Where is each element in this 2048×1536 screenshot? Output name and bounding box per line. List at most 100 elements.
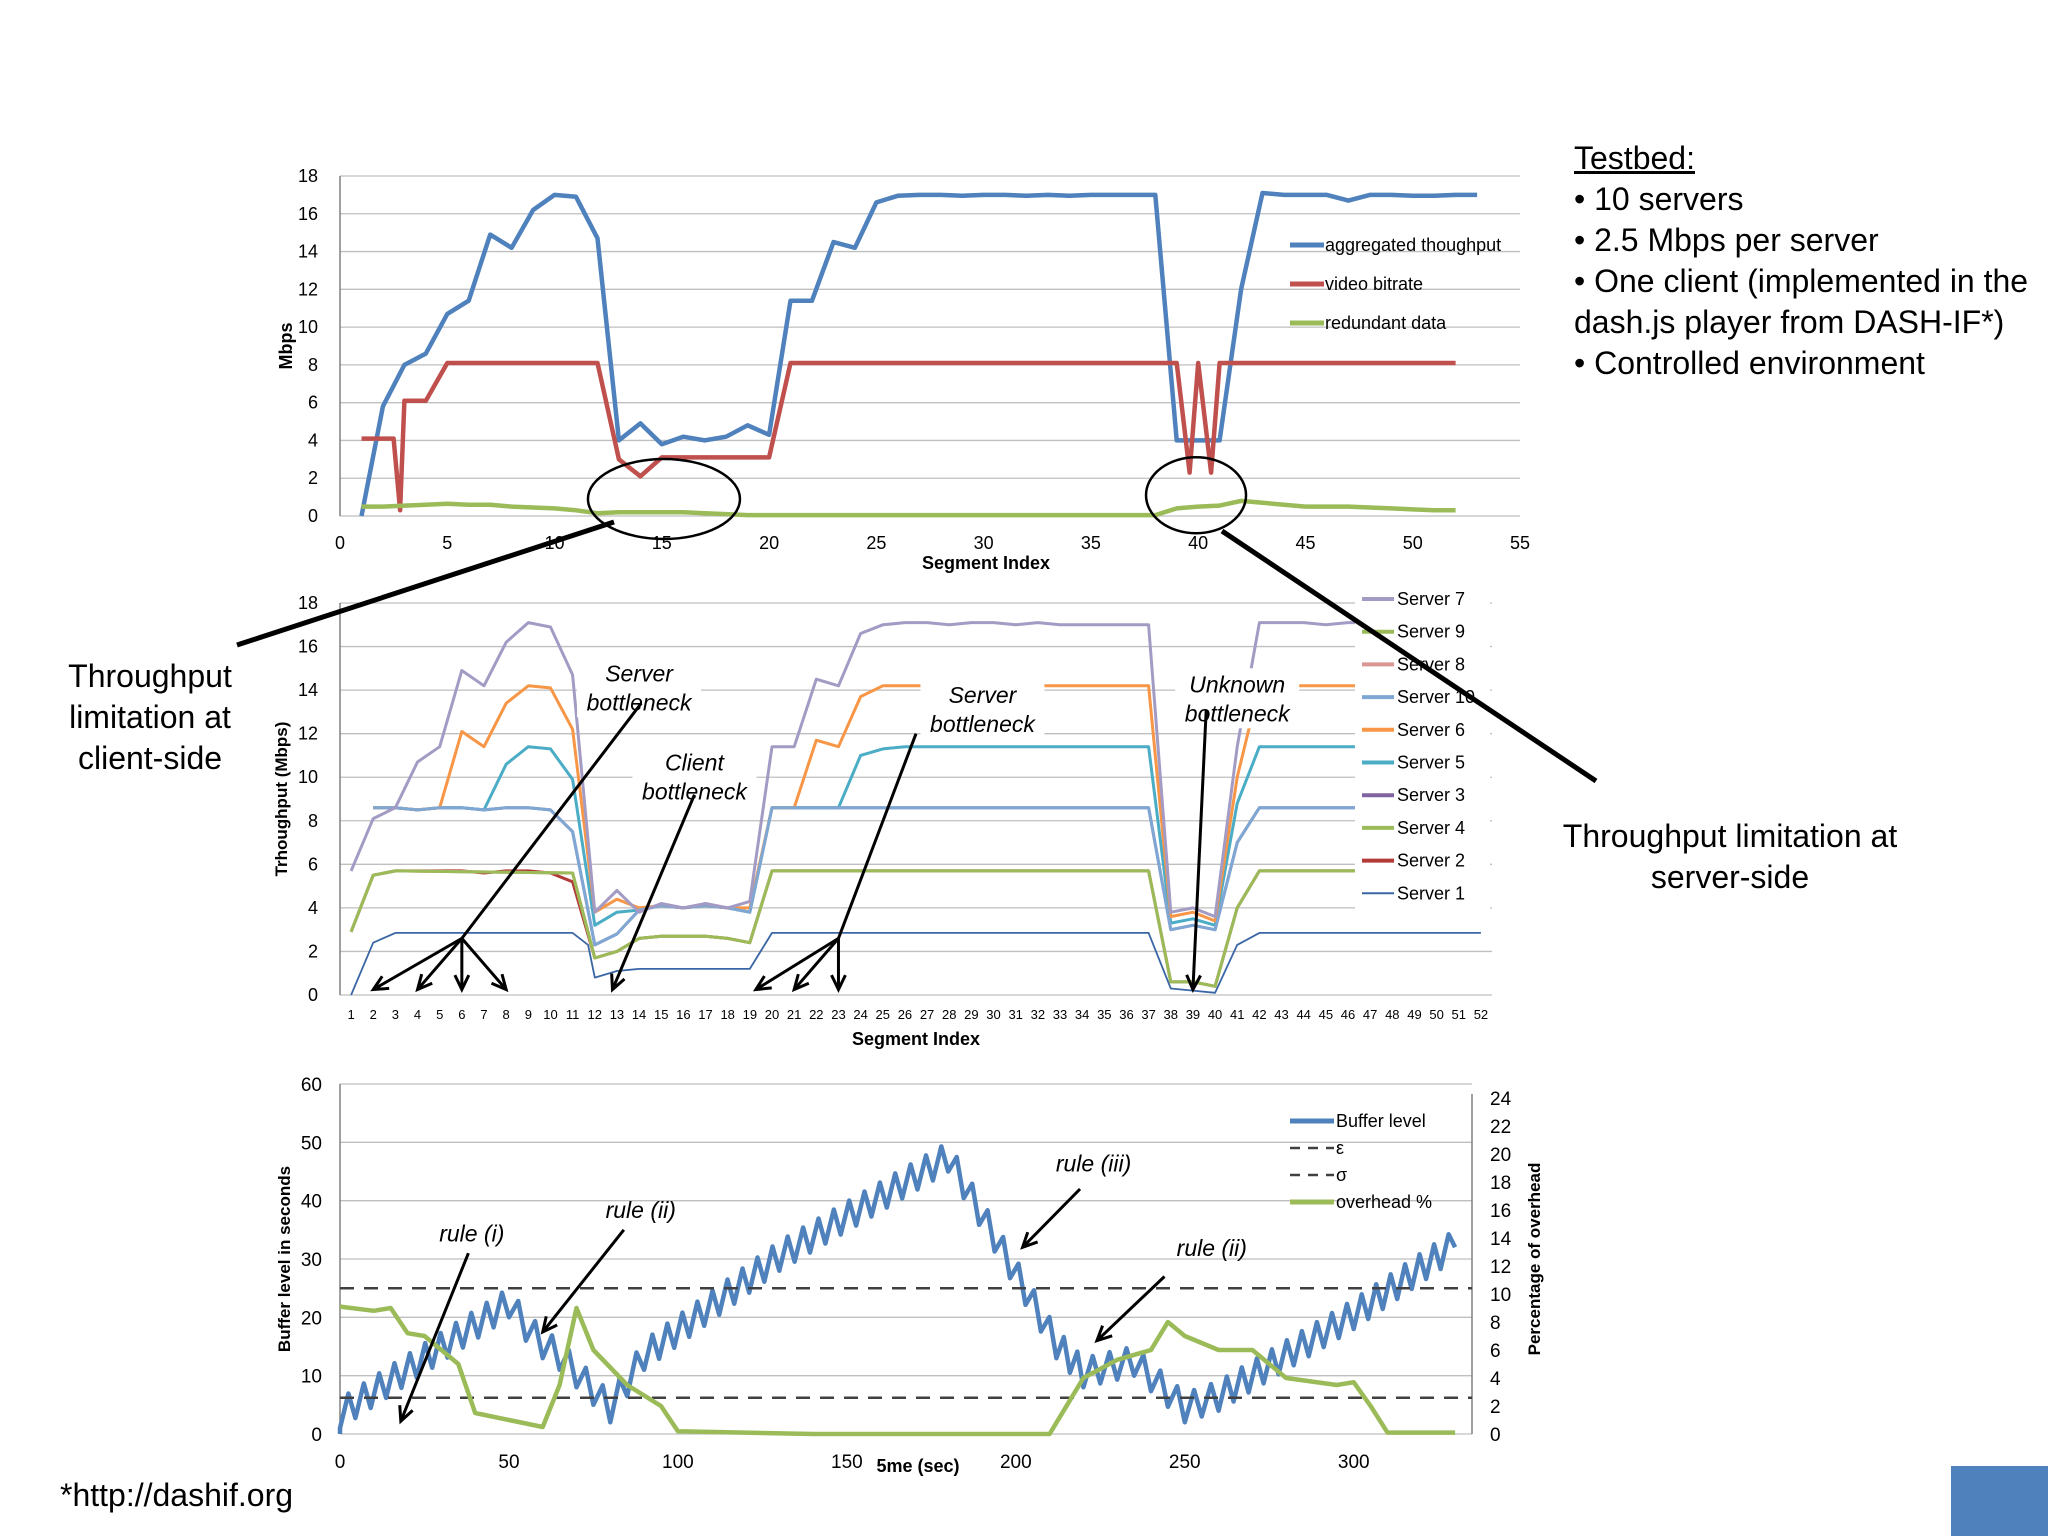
x-tick-label: 11 [566,1007,580,1022]
x-tick-label: 26 [898,1007,912,1022]
x-tick-label: 50 [1429,1007,1443,1022]
y-axis-title: Mbps [276,323,296,370]
annotation-text: Server [949,682,1018,708]
series-line-pink [349,869,1459,988]
x-tick-label: 200 [1000,1452,1032,1473]
bottleneck-arrow [416,937,463,991]
x-tick-label: 18 [720,1007,734,1022]
y-tick-label: 50 [301,1133,322,1154]
corner-accent-block [1951,1466,2048,1536]
x-tick-label: 20 [765,1007,779,1022]
series-line-green [349,869,1459,988]
x-tick-label: 45 [1319,1007,1333,1022]
annotation-text: bottleneck [642,779,748,805]
x-tick-label: 40 [1208,1007,1222,1022]
x-tick-label: 0 [335,1452,346,1473]
testbed-panel: Testbed: 10 servers 2.5 Mbps per server … [1574,138,2044,384]
x-tick-label: 35 [1097,1007,1111,1022]
x-tick-label: 25 [866,533,886,553]
legend-label: Server 7 [1397,589,1465,609]
y2-tick-label: 16 [1490,1201,1511,1222]
x-tick-label: 15 [654,1007,668,1022]
x-axis-title: Segment Index [922,553,1050,573]
y2-axis-title: Percentage of overhead [1525,1163,1544,1356]
annotation-text: rule (iii) [1056,1151,1131,1177]
bottleneck-arrow [793,937,840,991]
series-line-red [361,360,1456,513]
x-tick-label: 28 [942,1007,956,1022]
y-tick-label: 8 [308,811,318,831]
x-tick-label: 43 [1274,1007,1288,1022]
y2-tick-label: 4 [1490,1369,1501,1390]
x-tick-label: 39 [1186,1007,1200,1022]
x-tick-label: 150 [831,1452,863,1473]
annotation-text: bottleneck [1185,700,1291,726]
y-tick-label: 30 [301,1250,322,1271]
server-side-note: Throughput limitation at server-side [1562,818,1898,895]
y-tick-label: 0 [308,506,318,526]
rule-arrow [1021,1187,1082,1249]
x-tick-label: 8 [503,1007,510,1022]
y-tick-label: 16 [298,637,318,657]
x-tick-label: 0 [335,533,345,553]
y-axis-title: Trhoughput (Mbps) [272,722,291,877]
y2-tick-label: 22 [1490,1117,1511,1138]
bottleneck-arrow-head [1185,974,1202,994]
highlight-circle-server [1144,455,1248,535]
y2-tick-label: 20 [1490,1145,1511,1166]
y-tick-label: 10 [298,317,318,337]
y-tick-label: 4 [308,430,318,450]
x-tick-label: 30 [974,533,994,553]
y-tick-label: 2 [308,468,318,488]
legend-label: aggregated thoughput [1325,235,1501,255]
bottleneck-arrow-head [610,973,626,993]
bottleneck-arrow-head [791,973,810,993]
x-tick-label: 42 [1252,1007,1266,1022]
bottleneck-arrow [1191,709,1208,990]
x-tick-label: 24 [853,1007,867,1022]
legend-label: Buffer level [1336,1111,1426,1131]
testbed-item: 2.5 Mbps per server [1574,220,2044,261]
bottleneck-arrow-head [830,974,847,994]
bottleneck-arrow [755,937,840,991]
y2-tick-label: 0 [1490,1425,1501,1446]
highlight-circle-client [586,457,742,541]
x-tick-label: 19 [743,1007,757,1022]
annotation-text: rule (ii) [606,1197,676,1223]
bottleneck-arrow-head [453,974,471,994]
series-line-blue [359,190,1478,517]
x-axis-title: 5me (sec) [876,1456,959,1476]
x-tick-label: 37 [1141,1007,1155,1022]
y-tick-label: 16 [298,204,318,224]
x-tick-label: 22 [809,1007,823,1022]
client-side-note: Throughput limitation at client-side [68,658,232,776]
rule-arrow-head [540,1315,558,1335]
y2-tick-label: 24 [1490,1089,1512,1110]
x-tick-label: 15 [652,533,672,553]
x-tick-label: 41 [1230,1007,1244,1022]
x-tick-label: 6 [458,1007,465,1022]
x-tick-label: 50 [498,1452,519,1473]
x-tick-label: 13 [610,1007,624,1022]
bottleneck-arrow-head [490,973,509,993]
rule-arrow-head [1020,1231,1039,1250]
x-tick-label: 25 [876,1007,890,1022]
x-tick-label: 7 [480,1007,487,1022]
y-tick-label: 18 [298,593,318,613]
series-line-darkred [349,869,1459,988]
series-line-green [361,498,1456,518]
x-tick-label: 40 [1188,533,1208,553]
testbed-item: One client (implemented in the dash.js p… [1574,261,2044,343]
y2-tick-label: 8 [1490,1313,1501,1334]
legend-label: overhead % [1336,1192,1432,1212]
y-tick-label: 40 [301,1192,322,1213]
x-tick-label: 20 [759,533,779,553]
x-tick-label: 300 [1338,1452,1370,1473]
y-tick-label: 6 [308,393,318,413]
x-tick-label: 51 [1452,1007,1466,1022]
x-tick-label: 33 [1053,1007,1067,1022]
x-tick-label: 30 [986,1007,1000,1022]
annotation-text: rule (i) [439,1221,504,1247]
y-tick-label: 14 [298,680,318,700]
